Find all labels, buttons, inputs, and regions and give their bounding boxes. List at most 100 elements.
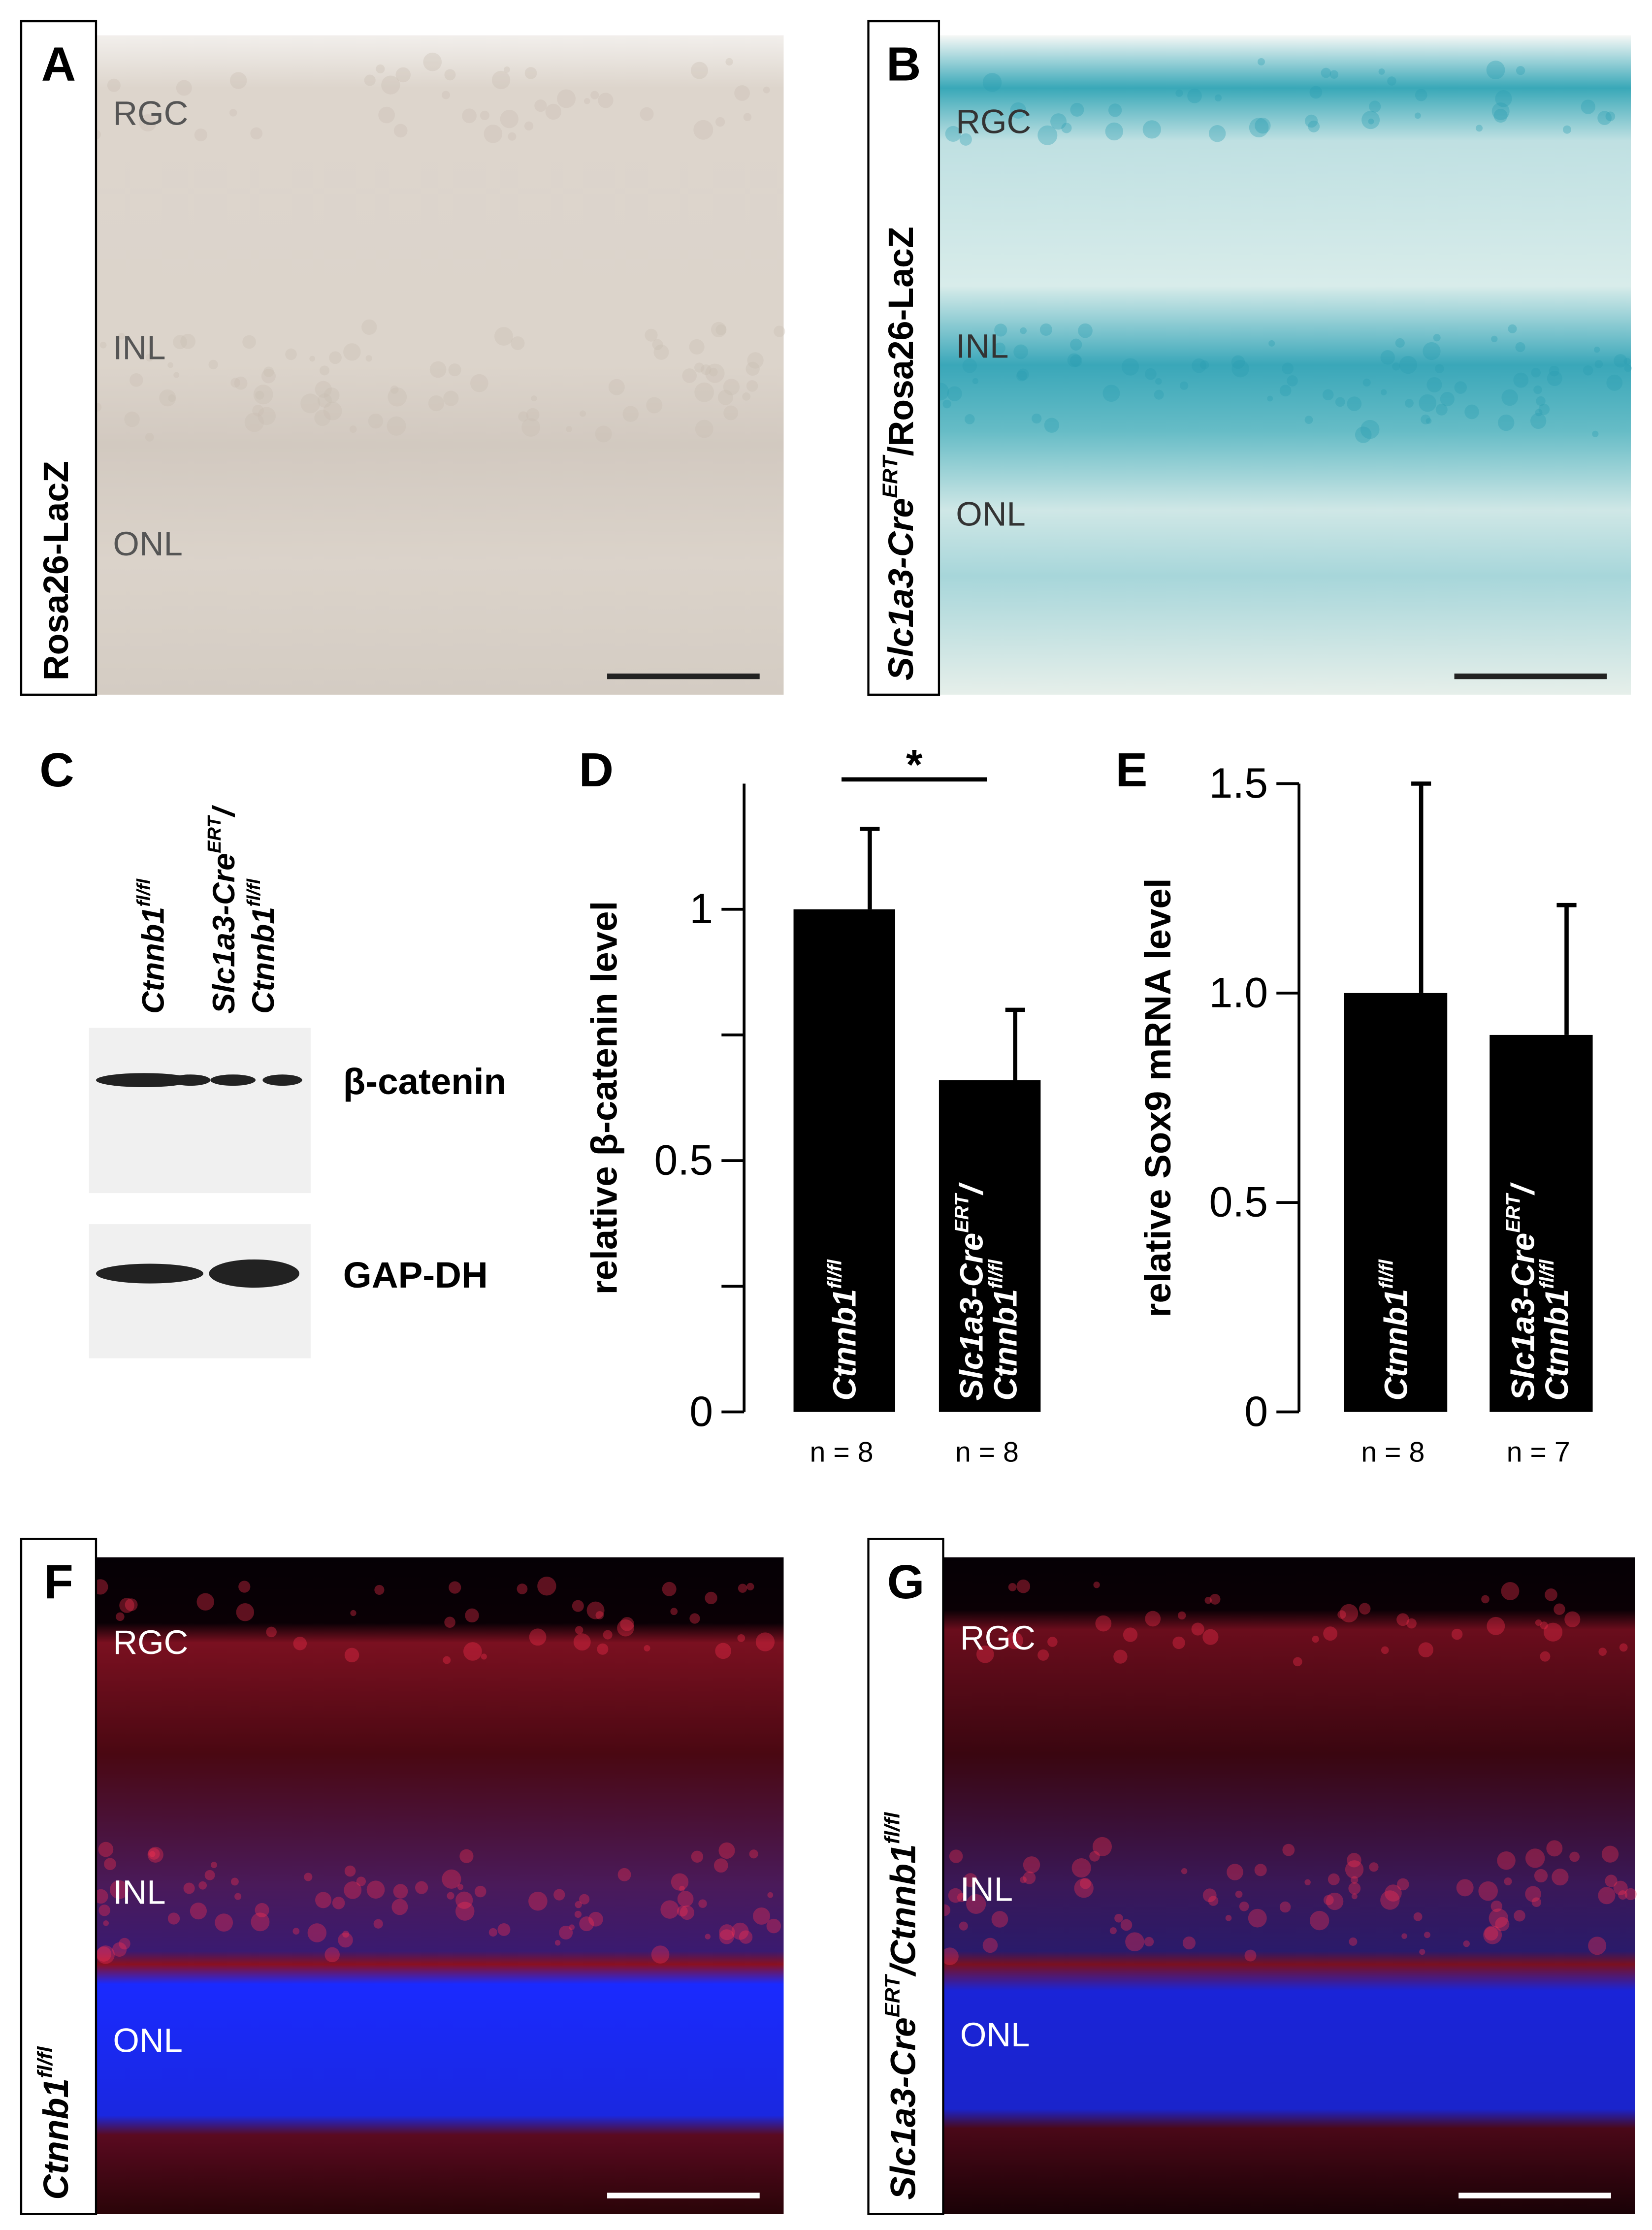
category-label: Ctnnb1fl/fl — [824, 1259, 863, 1400]
texture — [1047, 1637, 1058, 1647]
texture — [1406, 1618, 1417, 1629]
texture — [497, 1923, 511, 1936]
texture — [526, 408, 540, 421]
texture — [763, 86, 770, 94]
texture — [945, 126, 961, 142]
texture — [1123, 1627, 1138, 1642]
category-label: Ctnnb1fl/fl — [1537, 1259, 1575, 1400]
text-run: Ctnnb1 — [136, 907, 170, 1014]
texture — [119, 1598, 134, 1613]
texture — [481, 1653, 487, 1660]
n-label: n = 8 — [1361, 1437, 1425, 1468]
texture — [255, 390, 264, 400]
texture — [1536, 396, 1546, 406]
texture — [1328, 1873, 1340, 1885]
texture — [595, 1611, 604, 1619]
texture — [1549, 365, 1560, 377]
texture — [98, 1842, 114, 1857]
layer-label: INL — [960, 1871, 1013, 1908]
texture — [494, 327, 513, 346]
texture — [583, 98, 590, 104]
texture — [1605, 1874, 1618, 1887]
texture — [719, 1929, 734, 1944]
texture — [534, 99, 547, 112]
text-run: Ctnnb1 — [246, 907, 281, 1014]
texture — [1347, 396, 1362, 411]
texture — [1023, 1871, 1036, 1884]
texture — [976, 1646, 994, 1663]
texture — [1378, 68, 1385, 75]
texture — [644, 1645, 650, 1651]
texture — [1192, 358, 1206, 373]
texture — [1423, 342, 1441, 360]
texture — [1481, 1595, 1490, 1604]
texture — [1501, 389, 1518, 406]
texture — [1093, 1582, 1100, 1588]
texture — [1180, 381, 1189, 390]
texture — [679, 1885, 685, 1892]
texture — [258, 407, 276, 425]
texture — [1089, 1851, 1100, 1862]
texture — [962, 358, 977, 373]
texture — [1554, 1603, 1565, 1615]
texture — [474, 1885, 486, 1898]
lane-label: Ctnnb1fl/fl — [133, 878, 170, 1013]
texture — [491, 70, 511, 90]
texture — [1108, 103, 1122, 117]
texture — [238, 1581, 251, 1593]
texture — [1435, 364, 1444, 373]
texture — [1504, 1877, 1512, 1886]
texture — [739, 1930, 753, 1944]
category-label: Slc1a3-CreERT/ — [951, 1182, 990, 1400]
texture — [1495, 90, 1512, 107]
texture — [1304, 114, 1318, 128]
y-tick-label: 1 — [689, 885, 713, 933]
texture — [229, 72, 247, 89]
texture — [1121, 358, 1139, 376]
texture — [1543, 1622, 1563, 1642]
panel-letter: D — [579, 743, 614, 797]
texture — [557, 89, 576, 108]
texture — [531, 395, 537, 402]
texture — [1624, 364, 1632, 372]
band-label: β-catenin — [343, 1061, 506, 1102]
texture — [711, 322, 727, 338]
texture — [608, 379, 625, 395]
texture — [1552, 1869, 1569, 1886]
texture — [1592, 430, 1599, 437]
texture — [344, 1648, 359, 1663]
texture — [723, 379, 740, 395]
texture — [1308, 120, 1320, 132]
texture — [1304, 416, 1313, 424]
texture — [959, 133, 972, 146]
texture — [731, 1922, 749, 1940]
texture — [488, 1928, 497, 1937]
texture — [1208, 1896, 1219, 1906]
texture — [1531, 1897, 1542, 1907]
texture — [767, 1892, 774, 1898]
texture — [1401, 1933, 1407, 1939]
side-label: Slc1a3-CreERT/Ctnnb1fl/fl — [881, 1812, 923, 2200]
texture — [1020, 327, 1027, 334]
texture — [364, 74, 376, 86]
texture — [942, 399, 951, 409]
texture — [653, 344, 669, 360]
texture — [139, 114, 157, 132]
texture — [694, 362, 705, 373]
texture — [373, 1919, 383, 1929]
texture — [1419, 394, 1437, 412]
texture — [1525, 1886, 1541, 1902]
texture — [342, 1931, 350, 1938]
texture — [1369, 1862, 1379, 1872]
texture — [1456, 1879, 1474, 1897]
texture — [719, 1924, 735, 1940]
texture — [1145, 368, 1157, 380]
texture — [1204, 1596, 1212, 1604]
layer-label: ONL — [960, 2016, 1030, 2054]
texture — [1279, 385, 1292, 396]
texture — [448, 363, 461, 377]
texture — [1309, 86, 1323, 99]
texture — [1013, 344, 1028, 359]
n-label: n = 8 — [810, 1437, 873, 1468]
texture — [1385, 1884, 1402, 1902]
